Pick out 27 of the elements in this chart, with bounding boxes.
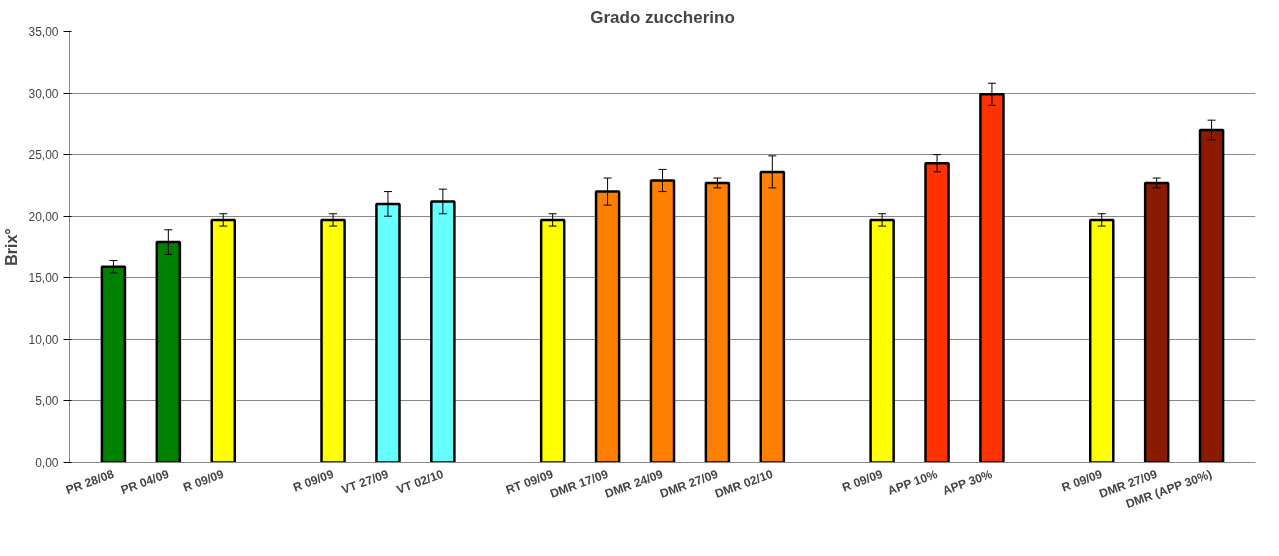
bar xyxy=(869,218,895,463)
y-tick-label: 0,00 xyxy=(35,456,59,470)
x-tick-label: APP 30% xyxy=(940,466,995,498)
bar xyxy=(100,265,127,463)
y-axis-title: Brix° xyxy=(3,228,21,266)
bar xyxy=(210,218,237,463)
y-tick-label: 35,00 xyxy=(28,25,59,39)
y-tick-label: 30,00 xyxy=(28,86,59,101)
x-tick-label: R 09/09 xyxy=(181,466,226,495)
x-tick-label: R 09/09 xyxy=(291,466,336,495)
x-tick-label: APP 10% xyxy=(885,466,940,498)
bar xyxy=(1143,181,1170,463)
y-tick-label: 20,00 xyxy=(28,209,59,224)
x-tick-label: VT 02/10 xyxy=(394,466,446,497)
y-tick-label: 10,00 xyxy=(28,332,59,347)
y-tick-label: 15,00 xyxy=(28,271,59,286)
y-tick-label: 25,00 xyxy=(28,148,59,163)
y-tick-label: 5,00 xyxy=(35,394,59,409)
x-tick-label: PR 04/09 xyxy=(118,466,172,498)
chart-title: Grado zuccherino xyxy=(590,7,735,27)
bar xyxy=(539,218,566,463)
x-tick-label: PR 28/08 xyxy=(64,466,117,498)
x-tick-label: VT 27/09 xyxy=(339,466,391,497)
bar xyxy=(704,181,731,463)
bar xyxy=(1088,218,1115,463)
bar xyxy=(320,218,346,463)
x-tick-label: R 09/09 xyxy=(840,466,885,495)
